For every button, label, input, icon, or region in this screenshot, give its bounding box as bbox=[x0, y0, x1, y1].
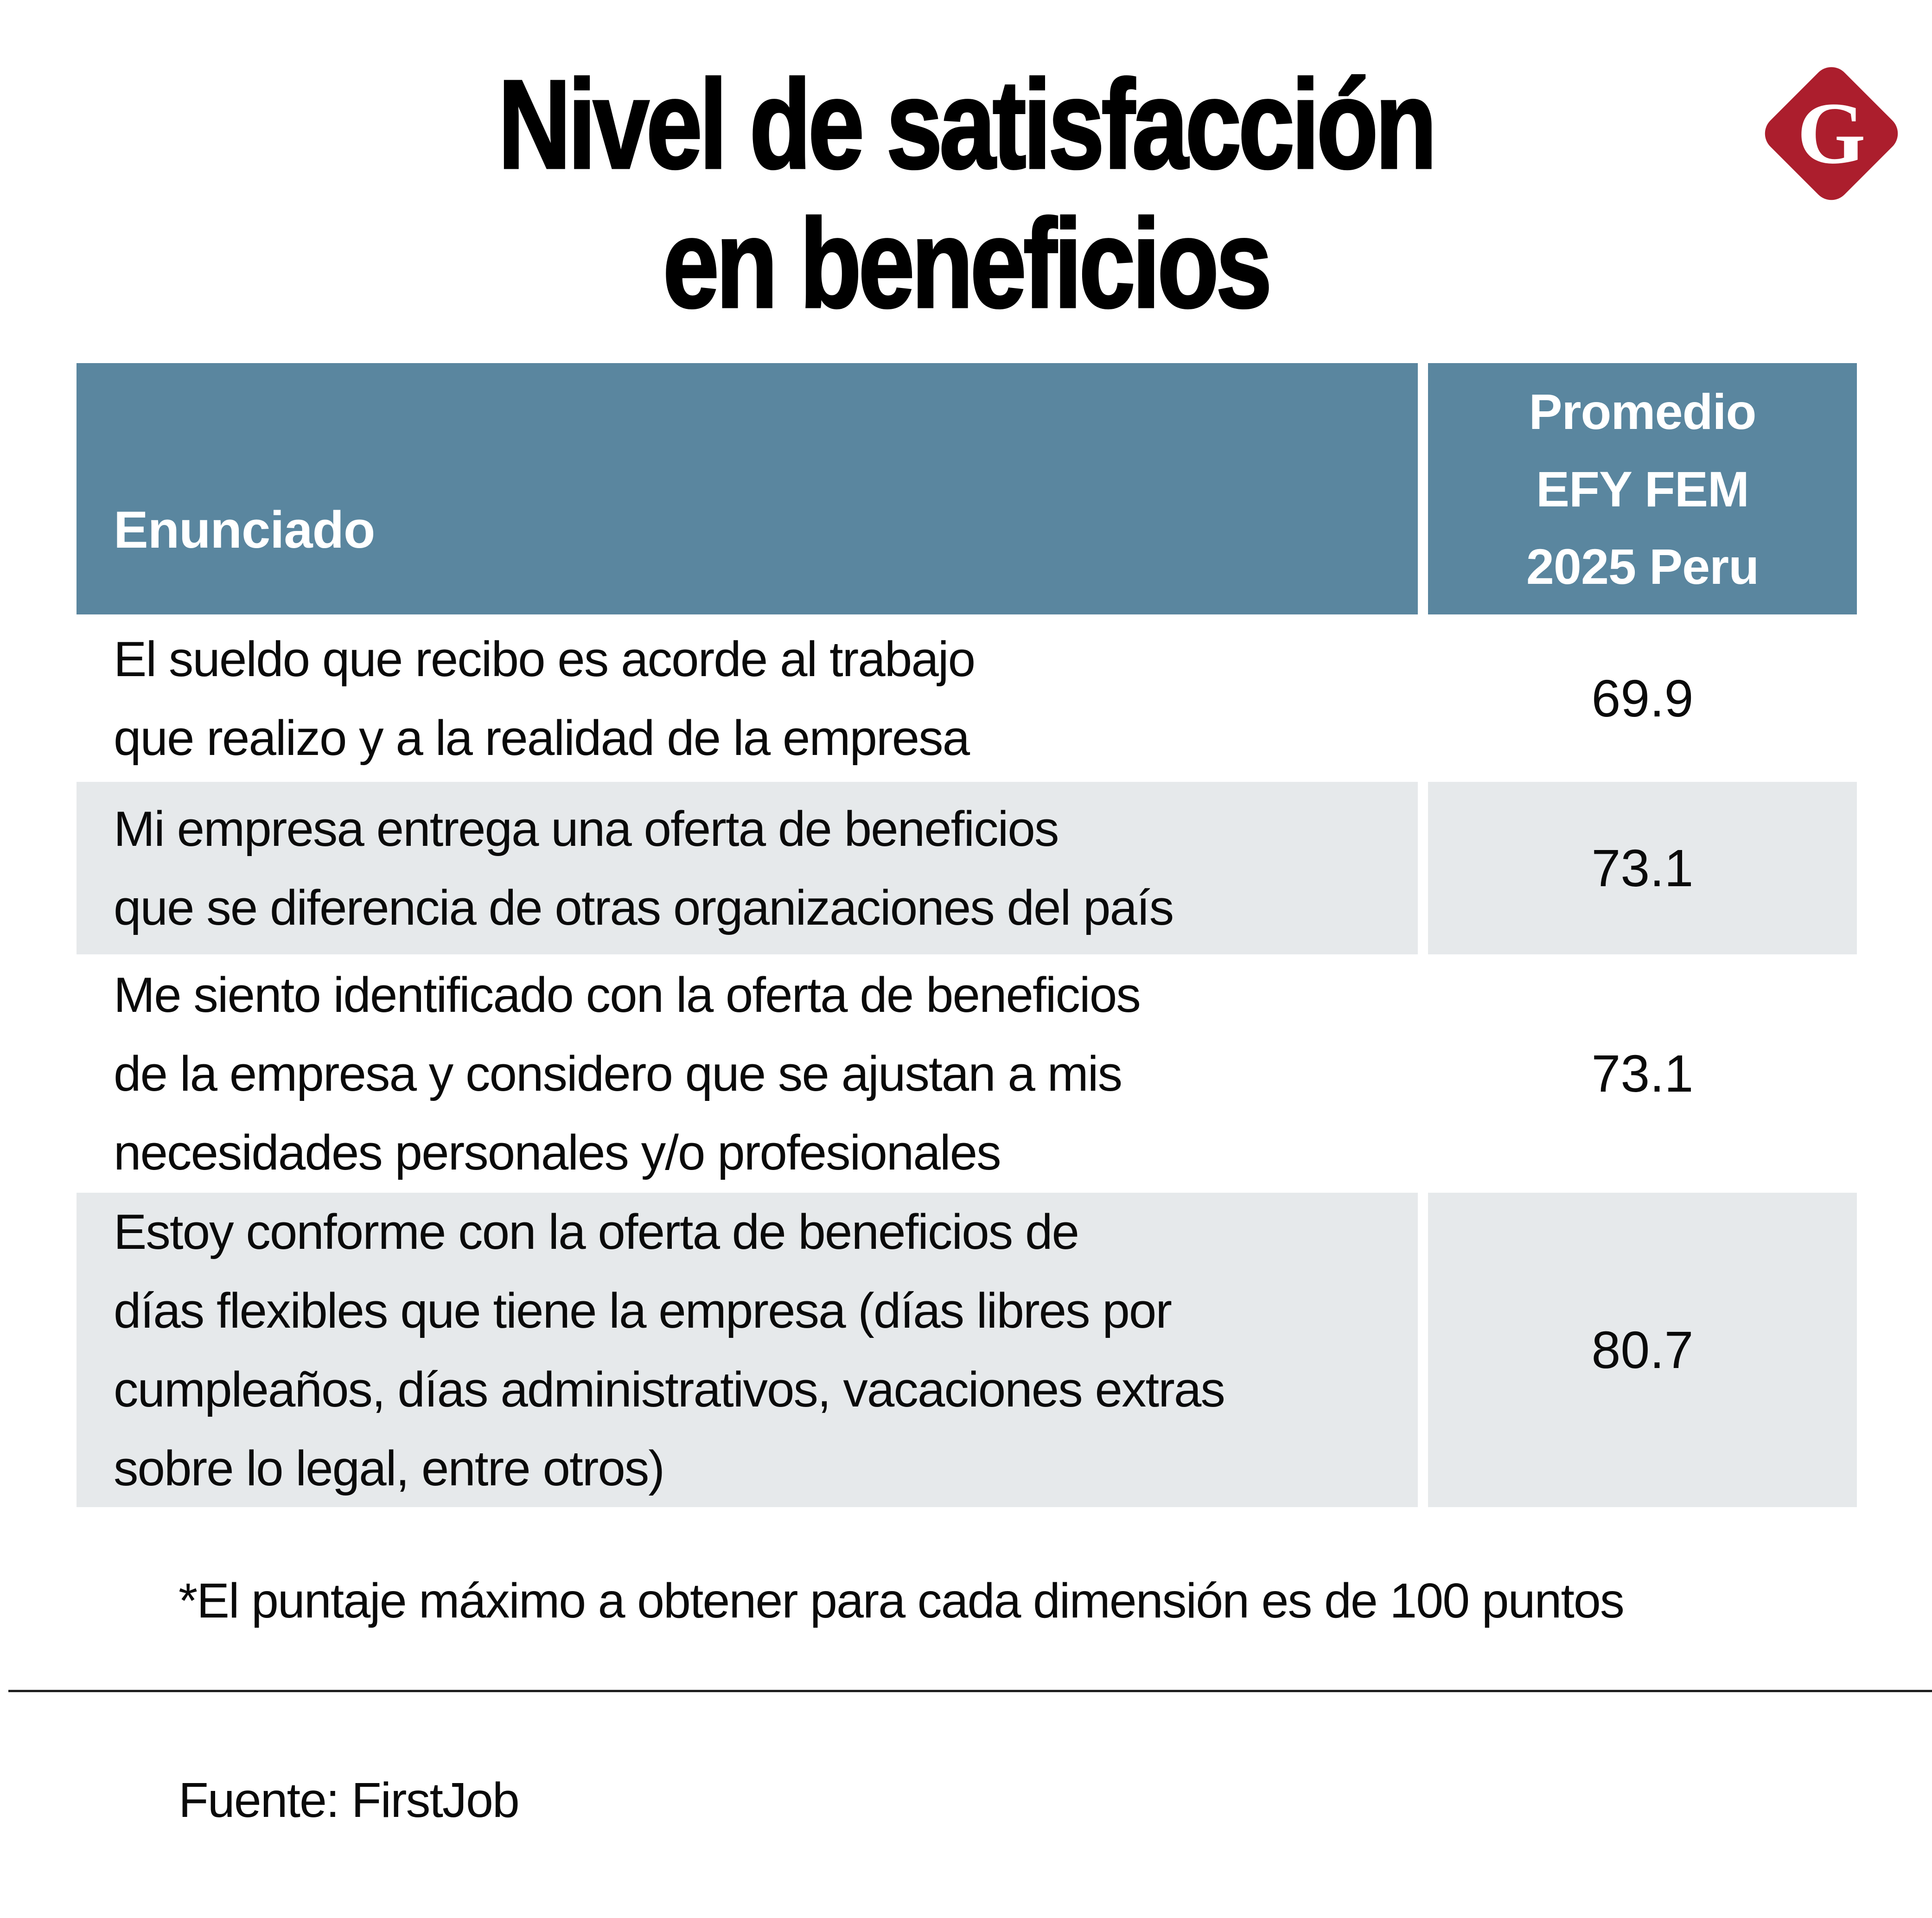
column-gap bbox=[1418, 614, 1428, 782]
statement-line: Mi empresa entrega una oferta de benefic… bbox=[114, 801, 1059, 857]
statement-line: que realizo y a la realidad de la empres… bbox=[114, 710, 970, 766]
column-gap bbox=[1418, 782, 1428, 954]
score-cell: 73.1 bbox=[1428, 782, 1857, 954]
table-header-row: Enunciado Promedio EFY FEM 2025 Peru bbox=[77, 363, 1857, 614]
statement-line: necesidades personales y/o profesionales bbox=[114, 1125, 1001, 1180]
header-promedio-line-3: 2025 Peru bbox=[1526, 538, 1759, 595]
table-row: Mi empresa entrega una oferta de benefic… bbox=[77, 782, 1857, 954]
score-value: 73.1 bbox=[1591, 1044, 1694, 1103]
header-enunciado-label: Enunciado bbox=[114, 501, 375, 559]
score-cell: 73.1 bbox=[1428, 954, 1857, 1193]
statement-line: Me siento identificado con la oferta de … bbox=[114, 967, 1141, 1023]
table-row: Estoy conforme con la oferta de benefici… bbox=[77, 1193, 1857, 1507]
score-cell: 69.9 bbox=[1428, 614, 1857, 782]
header-cell-promedio: Promedio EFY FEM 2025 Peru bbox=[1428, 363, 1857, 614]
logo-letter: G bbox=[1797, 85, 1866, 182]
statement-line: Estoy conforme con la oferta de benefici… bbox=[114, 1204, 1079, 1259]
column-gap bbox=[1418, 363, 1428, 614]
source-credit: Fuente: FirstJob bbox=[179, 1773, 520, 1828]
score-value: 80.7 bbox=[1591, 1321, 1694, 1379]
divider-line bbox=[8, 1690, 1932, 1692]
statement-line: de la empresa y considero que se ajustan… bbox=[114, 1046, 1122, 1101]
statement-line: sobre lo legal, entre otros) bbox=[114, 1440, 665, 1496]
statement-line: cumpleaños, días administrativos, vacaci… bbox=[114, 1362, 1225, 1417]
footnote: *El puntaje máximo a obtener para cada d… bbox=[179, 1573, 1625, 1628]
page-title-line-2: en beneficios bbox=[662, 193, 1273, 334]
header-cell-enunciado: Enunciado bbox=[77, 363, 1418, 614]
statement-line: El sueldo que recibo es acorde al trabaj… bbox=[114, 631, 976, 687]
gestion-logo: G bbox=[1757, 59, 1906, 208]
page-title-line-1: Nivel de satisfacción bbox=[497, 54, 1438, 195]
column-gap bbox=[1418, 954, 1428, 1193]
statement-cell: Estoy conforme con la oferta de benefici… bbox=[77, 1193, 1418, 1507]
table-row: El sueldo que recibo es acorde al trabaj… bbox=[77, 614, 1857, 782]
score-cell: 80.7 bbox=[1428, 1193, 1857, 1507]
statement-cell: Me siento identificado con la oferta de … bbox=[77, 954, 1418, 1193]
table-row: Me siento identificado con la oferta de … bbox=[77, 954, 1857, 1193]
header-promedio-line-2: EFY FEM bbox=[1536, 460, 1749, 517]
header-promedio-line-1: Promedio bbox=[1529, 383, 1756, 440]
statement-line: que se diferencia de otras organizacione… bbox=[114, 880, 1174, 935]
page-title: Nivel de satisfacción en beneficios bbox=[193, 54, 1739, 334]
score-value: 69.9 bbox=[1591, 669, 1694, 728]
score-value: 73.1 bbox=[1591, 839, 1694, 897]
statement-cell: Mi empresa entrega una oferta de benefic… bbox=[77, 782, 1418, 954]
statement-cell: El sueldo que recibo es acorde al trabaj… bbox=[77, 614, 1418, 782]
statement-line: días flexibles que tiene la empresa (día… bbox=[114, 1283, 1172, 1338]
column-gap bbox=[1418, 1193, 1428, 1507]
satisfaction-table: Enunciado Promedio EFY FEM 2025 Peru El … bbox=[77, 363, 1857, 1507]
